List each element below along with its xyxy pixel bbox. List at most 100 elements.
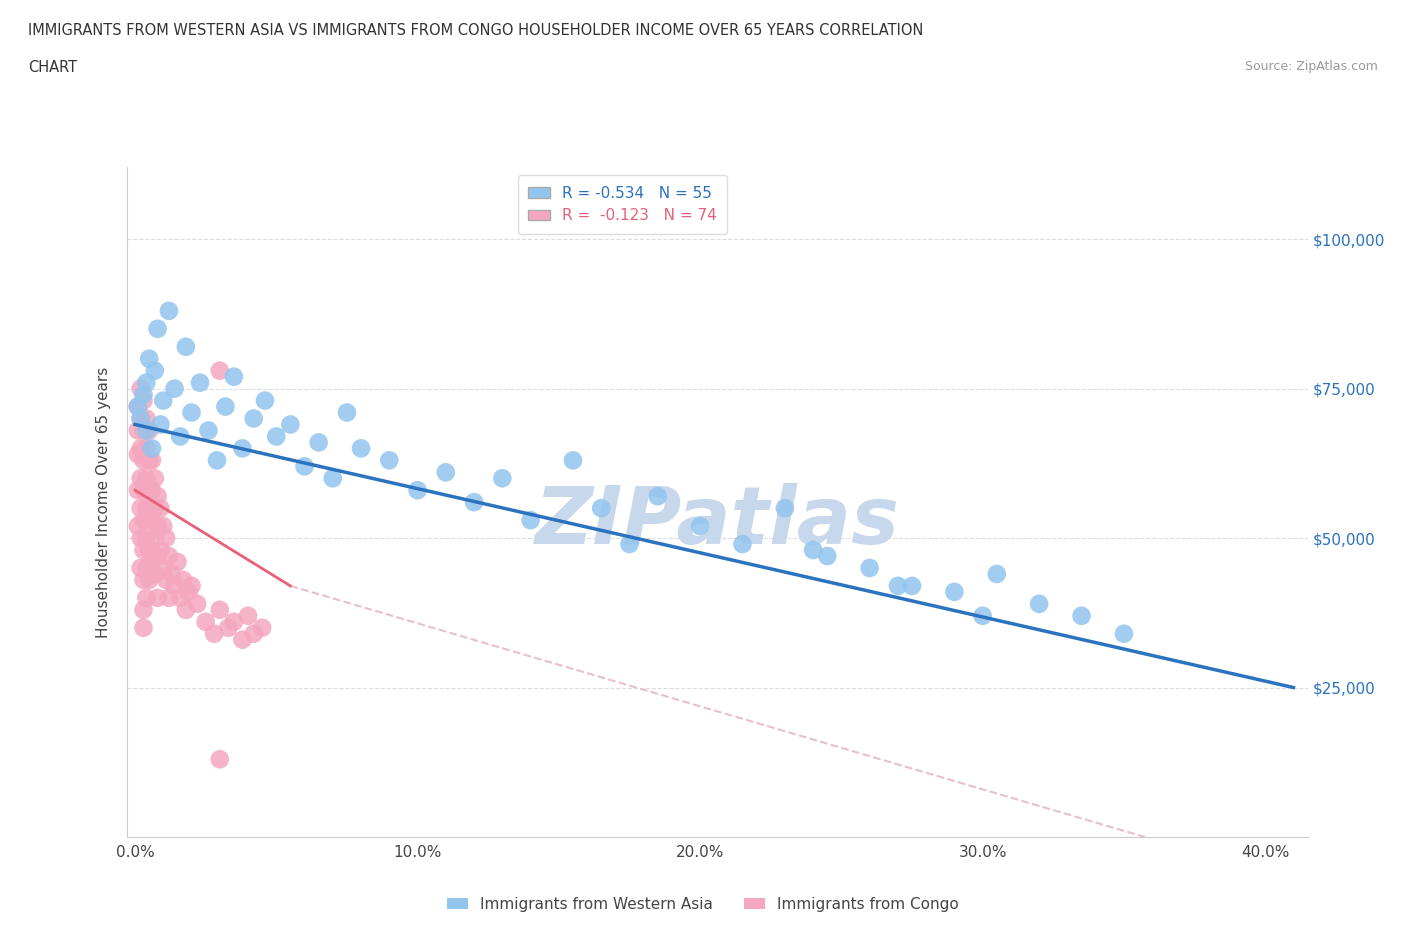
Point <box>591 500 613 515</box>
Point <box>135 561 157 576</box>
Point <box>308 435 330 450</box>
Point <box>773 500 796 515</box>
Point <box>157 303 180 318</box>
Point <box>146 489 169 504</box>
Point <box>127 519 149 534</box>
Point <box>132 393 155 408</box>
Point <box>194 615 217 630</box>
Point <box>236 608 259 623</box>
Point <box>859 561 882 576</box>
Point <box>406 483 429 498</box>
Point <box>169 591 191 605</box>
Point <box>135 411 157 426</box>
Point <box>689 519 711 534</box>
Point <box>143 364 166 379</box>
Point <box>129 411 152 426</box>
Point <box>647 489 669 504</box>
Point <box>135 375 157 390</box>
Point <box>143 566 166 581</box>
Point <box>146 519 169 534</box>
Point <box>205 453 228 468</box>
Point <box>519 512 541 527</box>
Point <box>132 453 155 468</box>
Point <box>127 399 149 414</box>
Point <box>135 471 157 485</box>
Point <box>129 531 152 546</box>
Point <box>208 603 231 618</box>
Point <box>127 399 149 414</box>
Point <box>972 608 994 623</box>
Point <box>1070 608 1092 623</box>
Point <box>127 423 149 438</box>
Point <box>322 471 344 485</box>
Point <box>152 393 174 408</box>
Point <box>222 615 245 630</box>
Point <box>138 483 160 498</box>
Point <box>132 542 155 557</box>
Point <box>378 453 401 468</box>
Point <box>155 531 177 546</box>
Point <box>146 591 169 605</box>
Point <box>141 512 163 527</box>
Point <box>138 512 160 527</box>
Point <box>149 542 172 557</box>
Point <box>186 596 208 611</box>
Point <box>887 578 910 593</box>
Point <box>434 465 457 480</box>
Point <box>1112 626 1135 641</box>
Point <box>463 495 485 510</box>
Text: ZIPatlas: ZIPatlas <box>534 484 900 562</box>
Point <box>801 542 824 557</box>
Legend: R = -0.534   N = 55, R =  -0.123   N = 74: R = -0.534 N = 55, R = -0.123 N = 74 <box>517 175 727 234</box>
Point <box>294 458 316 473</box>
Point <box>160 566 183 581</box>
Point <box>250 620 273 635</box>
Legend: Immigrants from Western Asia, Immigrants from Congo: Immigrants from Western Asia, Immigrants… <box>440 891 966 918</box>
Point <box>491 471 513 485</box>
Point <box>731 537 754 551</box>
Point <box>943 584 966 599</box>
Point <box>135 500 157 515</box>
Point <box>146 322 169 337</box>
Point <box>141 453 163 468</box>
Point <box>174 339 197 354</box>
Point <box>562 453 585 468</box>
Point <box>214 399 236 414</box>
Point <box>242 626 264 641</box>
Point <box>350 441 373 456</box>
Point <box>146 549 169 564</box>
Point <box>132 423 155 438</box>
Point <box>202 626 225 641</box>
Point <box>197 423 219 438</box>
Point <box>180 405 202 420</box>
Point <box>266 429 288 444</box>
Point <box>155 573 177 588</box>
Point <box>129 561 152 576</box>
Point <box>163 578 186 593</box>
Point <box>143 500 166 515</box>
Text: IMMIGRANTS FROM WESTERN ASIA VS IMMIGRANTS FROM CONGO HOUSEHOLDER INCOME OVER 65: IMMIGRANTS FROM WESTERN ASIA VS IMMIGRAN… <box>28 23 924 38</box>
Point <box>138 573 160 588</box>
Point <box>208 364 231 379</box>
Point <box>166 554 188 569</box>
Point <box>129 441 152 456</box>
Point <box>149 500 172 515</box>
Point <box>141 549 163 564</box>
Point <box>132 512 155 527</box>
Point <box>149 417 172 432</box>
Point <box>619 537 641 551</box>
Point <box>901 578 924 593</box>
Point <box>127 483 149 498</box>
Point <box>132 387 155 402</box>
Point <box>138 423 160 438</box>
Point <box>986 566 1008 581</box>
Point <box>177 584 200 599</box>
Point <box>143 531 166 546</box>
Point <box>135 531 157 546</box>
Point <box>231 441 253 456</box>
Point <box>138 542 160 557</box>
Point <box>208 751 231 766</box>
Point <box>242 411 264 426</box>
Point <box>138 453 160 468</box>
Point <box>163 381 186 396</box>
